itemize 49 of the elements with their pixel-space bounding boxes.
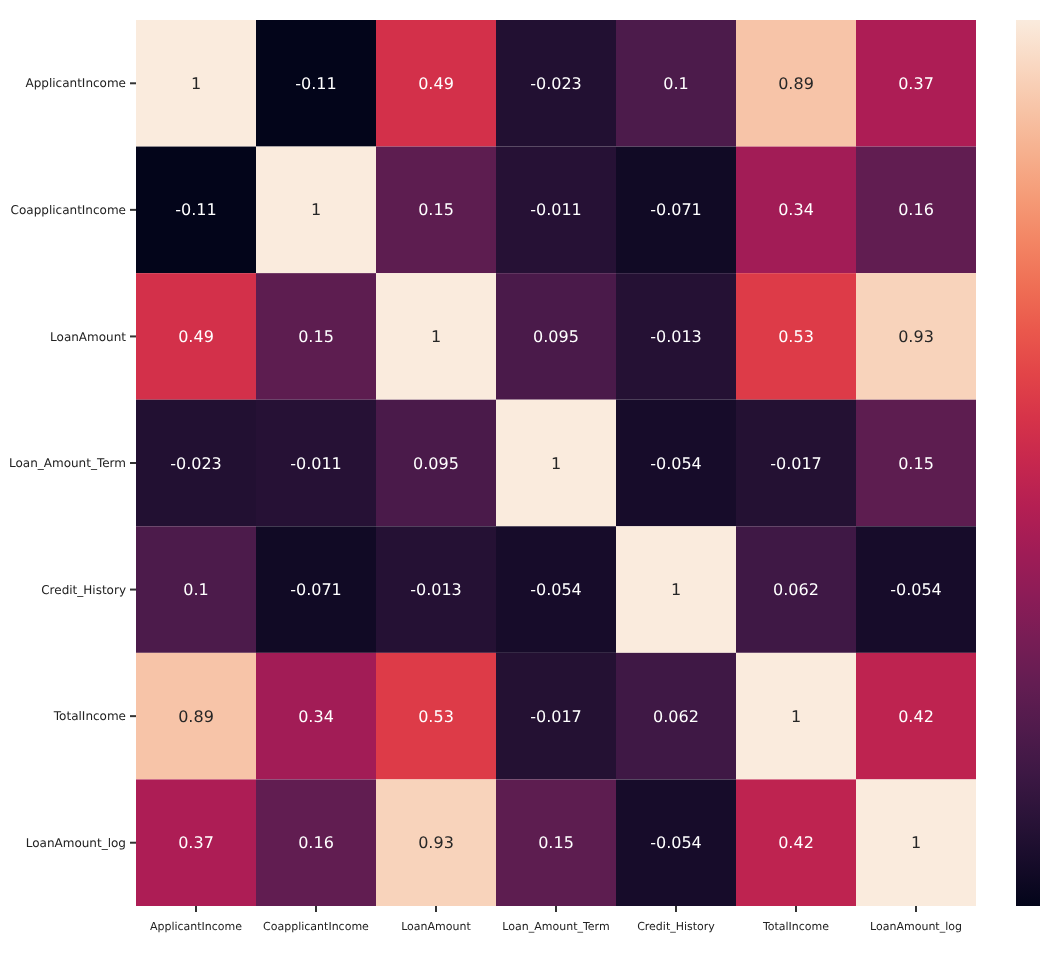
data-label: 0.37	[178, 834, 214, 853]
data-label: -0.013	[410, 581, 462, 600]
data-label: 1	[190, 74, 202, 93]
data-label: 0.062	[773, 581, 819, 600]
data-label: 0.095	[413, 454, 459, 473]
data-label: 0.89	[178, 707, 214, 726]
data-label: 0.53	[418, 707, 454, 726]
data-label: 0.89	[778, 74, 814, 93]
data-label: 0.15	[418, 201, 454, 220]
data-label: -0.054	[890, 581, 942, 600]
data-label: 1	[310, 201, 322, 220]
data-label: -0.054	[530, 581, 582, 600]
data-label: 0.1	[663, 74, 689, 93]
data-label: 1	[910, 834, 922, 853]
data-label: 0.16	[298, 834, 334, 853]
data-label: 0.062	[653, 707, 699, 726]
data-label: -0.11	[295, 74, 337, 93]
data-label: -0.017	[770, 454, 822, 473]
data-label: 0.15	[538, 834, 574, 853]
data-label: -0.011	[530, 201, 582, 220]
data-label: 0.49	[418, 74, 454, 93]
data-label: 1	[430, 328, 442, 347]
data-label: -0.071	[290, 581, 342, 600]
data-label: 1	[670, 581, 682, 600]
data-label: 0.42	[898, 707, 934, 726]
data-label: 0.53	[778, 328, 814, 347]
data-label: -0.017	[530, 707, 582, 726]
data-label: -0.013	[650, 328, 702, 347]
data-label: 0.49	[178, 328, 214, 347]
data-label: 0.15	[898, 454, 934, 473]
data-label: 0.16	[898, 201, 934, 220]
data-label: -0.023	[170, 454, 222, 473]
data-label: -0.023	[530, 74, 582, 93]
data-label: 0.42	[778, 834, 814, 853]
data-label: 0.095	[533, 328, 579, 347]
data-label: 1	[790, 707, 802, 726]
data-label: -0.071	[650, 201, 702, 220]
data-label: 0.93	[418, 834, 454, 853]
data-label: 0.34	[778, 201, 814, 220]
data-label: 0.37	[898, 74, 934, 93]
data-label: -0.11	[175, 201, 217, 220]
data-label: 0.1	[183, 581, 209, 600]
data-label: 0.15	[298, 328, 334, 347]
data-label: 1	[550, 454, 562, 473]
data-label: -0.054	[650, 834, 702, 853]
data-label: 0.34	[298, 707, 334, 726]
data-label: -0.011	[290, 454, 342, 473]
data-label: -0.054	[650, 454, 702, 473]
data-label: 0.93	[898, 328, 934, 347]
